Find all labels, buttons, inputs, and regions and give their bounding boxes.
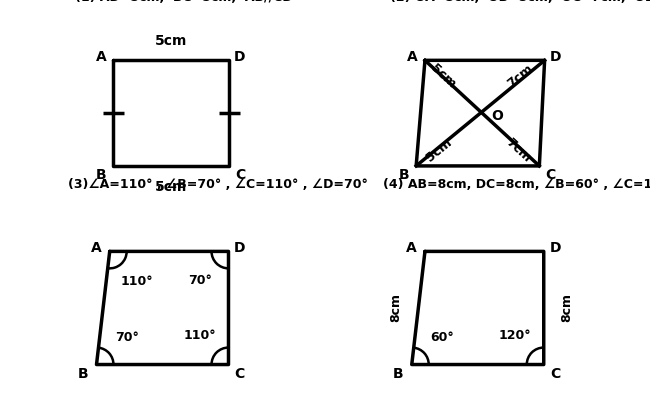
Text: (4) AB=8cm, DC=8cm, ∠B=60° , ∠C=120°: (4) AB=8cm, DC=8cm, ∠B=60° , ∠C=120° — [384, 178, 650, 191]
Text: 5cm: 5cm — [155, 34, 187, 48]
Text: 8cm: 8cm — [560, 293, 573, 323]
Text: C: C — [235, 168, 245, 182]
Text: B: B — [78, 367, 88, 381]
Text: B: B — [393, 367, 404, 381]
Text: A: A — [406, 241, 417, 255]
Text: B: B — [96, 168, 106, 182]
Text: 110°: 110° — [183, 329, 216, 342]
Text: C: C — [235, 367, 245, 381]
Text: (2) OA=5cm,  OB=5cm,  OC=7cm,  OD=7cm: (2) OA=5cm, OB=5cm, OC=7cm, OD=7cm — [390, 0, 650, 4]
Text: D: D — [234, 50, 246, 64]
Text: D: D — [549, 50, 561, 64]
Text: 7cm: 7cm — [502, 135, 533, 165]
Text: 5cm: 5cm — [155, 180, 187, 194]
Text: 8cm: 8cm — [389, 293, 402, 323]
Text: B: B — [398, 168, 409, 182]
Text: O: O — [491, 109, 503, 123]
Text: (1) AD=5cm,  BC=5cm,  AB//CD: (1) AD=5cm, BC=5cm, AB//CD — [75, 0, 292, 4]
Text: C: C — [550, 367, 560, 381]
Text: C: C — [545, 168, 555, 182]
Text: (3)∠A=110° , ∠B=70° , ∠C=110° , ∠D=70°: (3)∠A=110° , ∠B=70° , ∠C=110° , ∠D=70° — [68, 178, 368, 191]
Text: 70°: 70° — [188, 274, 212, 287]
Text: A: A — [96, 50, 107, 64]
Text: 5cm: 5cm — [423, 136, 454, 164]
Text: 60°: 60° — [430, 331, 454, 344]
Text: D: D — [234, 241, 246, 255]
Text: 110°: 110° — [120, 275, 153, 288]
Text: A: A — [91, 241, 102, 255]
Text: 120°: 120° — [499, 329, 531, 342]
Text: 70°: 70° — [115, 331, 139, 344]
Text: 7cm: 7cm — [505, 62, 536, 91]
Text: 5cm: 5cm — [428, 62, 458, 91]
Text: D: D — [549, 241, 561, 255]
Text: A: A — [408, 50, 418, 64]
